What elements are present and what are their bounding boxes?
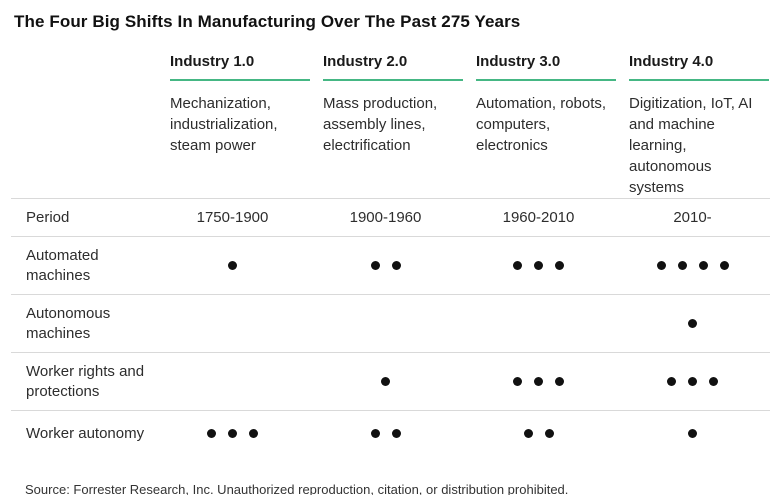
accent-underline — [323, 79, 463, 81]
rating-dot — [228, 429, 237, 438]
column-title: Industry 2.0 — [323, 53, 408, 70]
table-row-automated-machines: Automated machines — [11, 236, 770, 294]
rating-dot — [534, 261, 543, 270]
column-header-industry-3: Industry 3.0 Automation, robots, compute… — [462, 53, 616, 156]
column-description: Automation, robots, computers, electroni… — [476, 95, 607, 154]
row-label: Autonomous machines — [26, 304, 111, 342]
rating-dot — [667, 377, 676, 386]
dot-rating-cell — [156, 261, 309, 270]
comparison-table: Industry 1.0 Mechanization, industrializ… — [11, 54, 770, 456]
rating-dot — [523, 429, 533, 438]
rating-dot — [391, 261, 401, 270]
dot-rating-cell — [615, 377, 770, 386]
accent-underline — [629, 79, 769, 81]
rating-dot — [688, 429, 697, 438]
period-value: 2010- — [673, 209, 712, 226]
dot-rating-cell — [462, 429, 615, 438]
page-title: The Four Big Shifts In Manufacturing Ove… — [14, 12, 521, 31]
period-value: 1960-2010 — [502, 209, 575, 226]
dot-rating-cell — [462, 261, 615, 270]
rating-dot — [381, 377, 390, 386]
rating-dot — [513, 261, 522, 270]
rating-dot — [719, 261, 729, 270]
rating-dot — [534, 377, 543, 386]
dot-rating-cell — [615, 319, 770, 328]
dot-rating-cell — [615, 429, 770, 438]
table-header-row: Industry 1.0 Mechanization, industrializ… — [11, 54, 770, 198]
rating-dot — [688, 377, 697, 386]
rating-dot — [709, 377, 718, 386]
dot-rating-cell — [462, 377, 615, 386]
table-row-worker-autonomy: Worker autonomy — [11, 410, 770, 456]
rating-dot — [698, 261, 708, 270]
rating-dot — [688, 319, 697, 328]
dot-rating-cell — [156, 429, 309, 438]
row-label: Period — [26, 208, 70, 226]
table-row-period: Period 1750-1900 1900-1960 1960-2010 201… — [11, 198, 770, 236]
column-title: Industry 3.0 — [476, 53, 561, 70]
column-title: Industry 1.0 — [170, 53, 255, 70]
period-value: 1750-1900 — [196, 209, 269, 226]
rating-dot — [207, 429, 216, 438]
column-title: Industry 4.0 — [629, 53, 714, 70]
dot-rating-cell — [615, 261, 770, 270]
rating-dot — [228, 261, 237, 270]
row-label: Worker rights and protections — [26, 362, 145, 400]
rating-dot — [513, 377, 522, 386]
accent-underline — [476, 79, 616, 81]
column-description: Mechanization, industrialization, steam … — [170, 95, 278, 154]
row-label: Automated machines — [26, 246, 99, 284]
rating-dot — [555, 377, 564, 386]
rating-dot — [249, 429, 258, 438]
period-value: 1900-1960 — [349, 209, 422, 226]
column-header-industry-2: Industry 2.0 Mass production, assembly l… — [309, 53, 463, 156]
rating-dot — [370, 429, 380, 438]
accent-underline — [170, 79, 310, 81]
column-header-industry-1: Industry 1.0 Mechanization, industrializ… — [156, 53, 310, 156]
source-attribution: Source: Forrester Research, Inc. Unautho… — [25, 482, 569, 495]
rating-dot — [677, 261, 687, 270]
dot-rating-cell — [309, 261, 462, 270]
column-description: Mass production, assembly lines, electri… — [323, 95, 438, 154]
rating-dot — [656, 261, 666, 270]
column-header-industry-4: Industry 4.0 Digitization, IoT, AI and m… — [615, 54, 775, 198]
dot-rating-cell — [309, 377, 462, 386]
dot-rating-cell — [309, 429, 462, 438]
rating-dot — [555, 261, 564, 270]
table-row-worker-rights: Worker rights and protections — [11, 352, 770, 410]
rating-dot — [370, 261, 380, 270]
column-description: Digitization, IoT, AI and machine learni… — [629, 95, 753, 196]
rating-dot — [391, 429, 401, 438]
table-row-autonomous-machines: Autonomous machines — [11, 294, 770, 352]
row-label: Worker autonomy — [26, 424, 145, 442]
rating-dot — [544, 429, 554, 438]
